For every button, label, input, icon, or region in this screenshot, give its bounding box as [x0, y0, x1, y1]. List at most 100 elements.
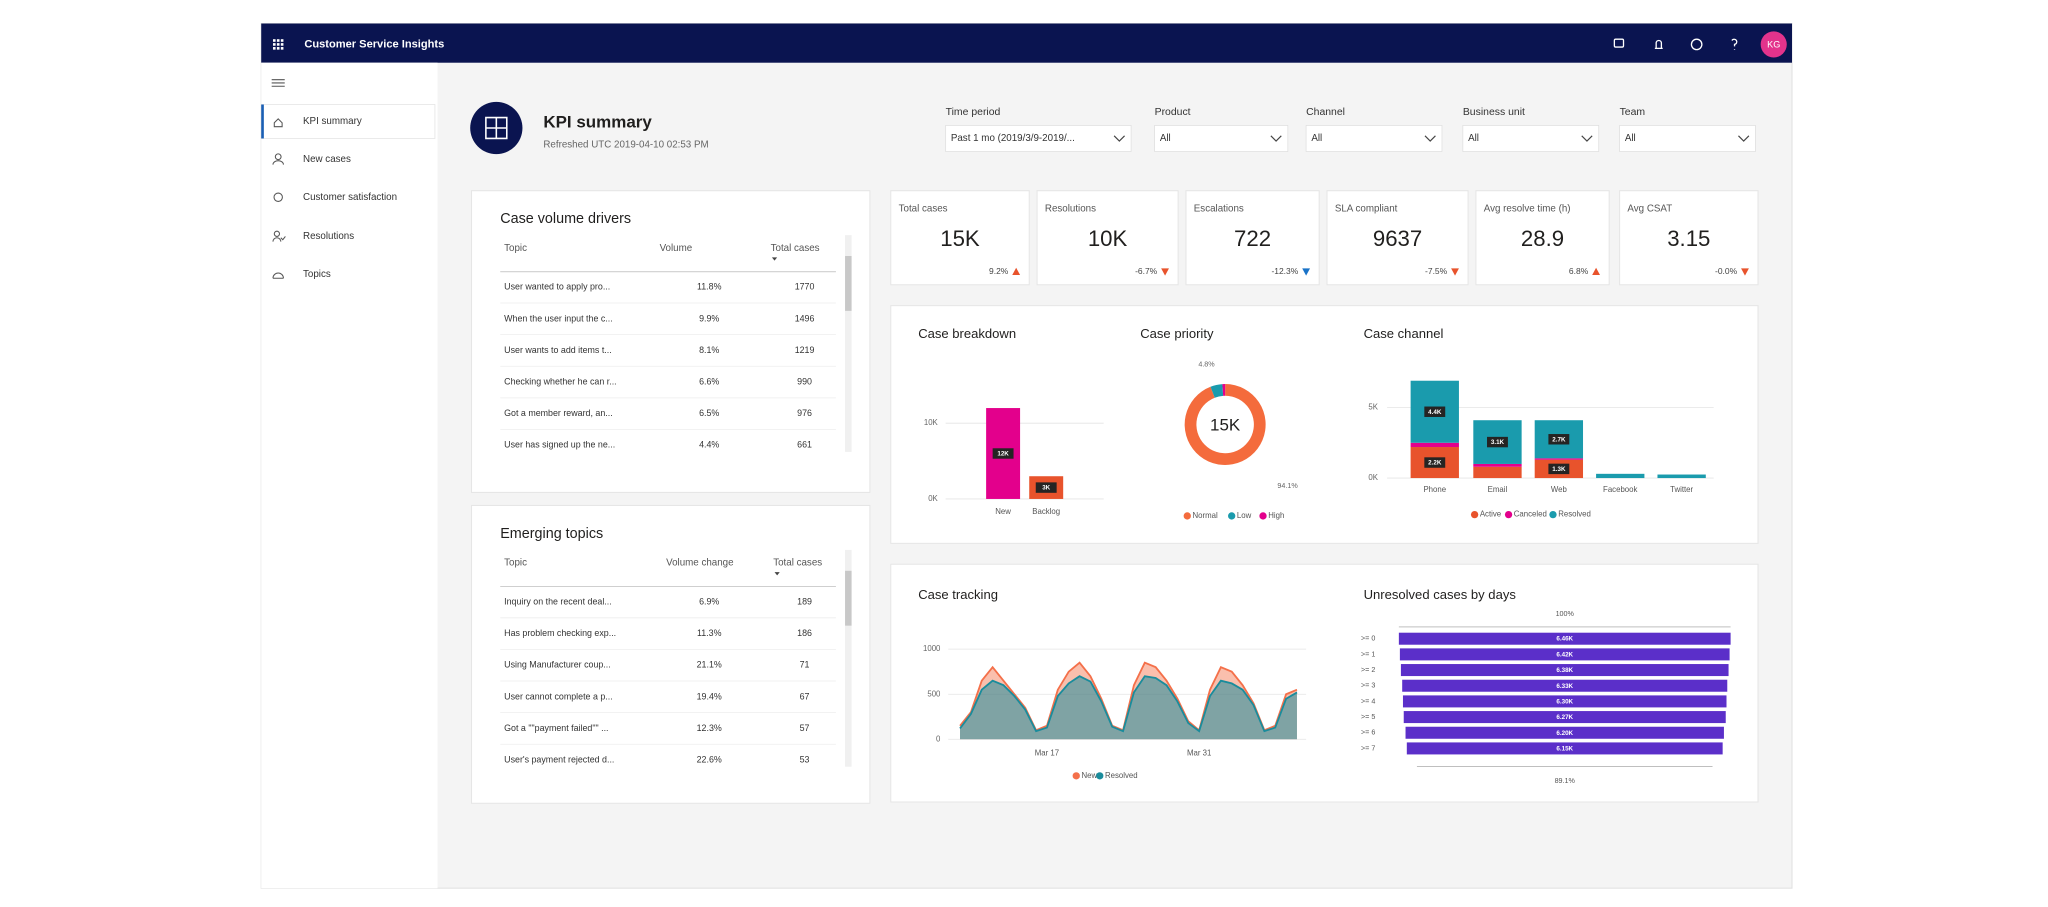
table-cell: 6.9%	[699, 596, 719, 606]
nav-item[interactable]: Resolutions	[303, 231, 354, 242]
kpi-change: -7.5%	[1425, 266, 1448, 276]
y-tick-label: 5K	[1368, 403, 1378, 412]
table-cell: 1219	[795, 345, 815, 355]
chevron[interactable]	[1424, 135, 1436, 142]
chart-title: Case channel	[1364, 326, 1444, 341]
table-cell: 53	[800, 755, 810, 765]
legend-label: High	[1268, 511, 1284, 520]
chevron[interactable]	[1738, 135, 1750, 142]
x-tick-label: Mar 31	[1187, 749, 1211, 758]
legend-swatch	[1470, 510, 1479, 519]
value-label: 6.42K	[1556, 651, 1573, 658]
filter-dropdown[interactable]	[945, 125, 1132, 152]
chevron[interactable]	[1113, 135, 1125, 142]
kpi-label: Escalations	[1194, 204, 1244, 215]
funnel-bar	[1399, 648, 1730, 661]
filter-value[interactable]: All	[1160, 133, 1171, 144]
legend-label: Low	[1237, 511, 1252, 520]
nav-item[interactable]: KPI summary	[303, 116, 362, 127]
filter-dropdown[interactable]	[1154, 125, 1289, 152]
x-tick-label: New	[995, 507, 1011, 516]
value-label: 6.15K	[1556, 745, 1573, 752]
avatar[interactable]	[1760, 31, 1787, 58]
table-cell: 189	[797, 596, 812, 606]
scroll-thumb[interactable]	[845, 256, 852, 311]
trend-arrow	[1302, 268, 1311, 276]
column-header[interactable]: Topic	[504, 243, 527, 254]
waffle-icon[interactable]	[272, 39, 284, 50]
value-label: 2.2K	[1428, 460, 1442, 467]
table-cell: Inquiry on the recent deal...	[504, 596, 612, 606]
nav-item[interactable]: New cases	[303, 154, 351, 165]
filter-value[interactable]: All	[1468, 133, 1479, 144]
column-header[interactable]: Topic	[504, 558, 527, 569]
value-label-bg	[1424, 457, 1446, 468]
filter-value[interactable]: All	[1625, 133, 1636, 144]
nav-item[interactable]: Topics	[303, 269, 331, 280]
help-icon[interactable]	[1731, 38, 1738, 50]
column-header[interactable]: Total cases	[773, 558, 822, 569]
table-cell: User wanted to apply pro...	[504, 282, 610, 292]
legend-swatch	[1228, 512, 1236, 520]
chevron[interactable]	[1581, 135, 1593, 142]
scrollbar[interactable]	[845, 549, 852, 767]
filter-dropdown[interactable]	[1619, 125, 1756, 152]
value-label-bg	[1424, 406, 1446, 417]
table-cell: When the user input the c...	[504, 313, 613, 323]
value-label: 4.4K	[1428, 409, 1442, 416]
value-label-bg	[1035, 482, 1057, 493]
table-cell: 990	[797, 377, 812, 387]
table-cell: 21.1%	[697, 660, 722, 670]
filter-value[interactable]: All	[1311, 133, 1322, 144]
table-cell: Using Manufacturer coup...	[504, 660, 611, 670]
value-label: 6.33K	[1556, 683, 1573, 690]
table-cell: 976	[797, 408, 812, 418]
kpi-tile	[1036, 190, 1179, 286]
top-bar	[261, 23, 1792, 63]
card-title: Emerging topics	[500, 526, 603, 542]
table-cell: 4.4%	[699, 440, 719, 450]
kpi-tile	[890, 190, 1030, 286]
bell-icon[interactable]	[1654, 39, 1663, 49]
table-cell: User has signed up the ne...	[504, 440, 615, 450]
funnel-category: >= 4	[1361, 697, 1375, 705]
table-cell: 57	[800, 723, 810, 733]
funnel-top-label: 100%	[1556, 610, 1575, 618]
chart-title: Case tracking	[918, 587, 998, 602]
settings-icon[interactable]	[1690, 38, 1703, 51]
scrollbar[interactable]	[845, 235, 852, 452]
kpi-label: SLA compliant	[1335, 204, 1398, 215]
sidebar	[261, 62, 438, 889]
funnel-category: >= 1	[1361, 650, 1375, 658]
page-title: KPI summary	[543, 112, 652, 131]
trend-arrow	[1451, 268, 1459, 276]
x-tick-label: Web	[1551, 485, 1568, 494]
column-header[interactable]: Volume	[660, 243, 693, 254]
legend-swatch	[1072, 772, 1080, 780]
column-header[interactable]: Total cases	[771, 243, 820, 254]
filter-value[interactable]: Past 1 mo (2019/3/9-2019/...	[951, 133, 1075, 144]
bar-segment	[1657, 474, 1706, 479]
chat-icon[interactable]	[1613, 38, 1625, 48]
table-cell: 12.3%	[697, 723, 722, 733]
kpi-tile	[1475, 190, 1610, 286]
value-label: 3K	[1042, 485, 1050, 492]
value-label: 6.27K	[1556, 714, 1573, 721]
nav-item[interactable]: Customer satisfaction	[303, 192, 397, 203]
funnel-bar	[1403, 711, 1726, 724]
filter-dropdown[interactable]	[1462, 125, 1600, 152]
legend-swatch	[1183, 512, 1191, 520]
column-header[interactable]: Volume change	[666, 558, 733, 569]
table-cell: 186	[797, 628, 812, 638]
donut-center: 15K	[1210, 415, 1241, 434]
card	[470, 190, 871, 493]
donut-segment	[1222, 384, 1226, 396]
filter-dropdown[interactable]	[1305, 125, 1443, 152]
slice-label: 94.1%	[1277, 482, 1298, 490]
scroll-thumb[interactable]	[845, 570, 852, 626]
kpi-value: 15K	[940, 226, 980, 251]
hamburger[interactable]	[271, 79, 285, 87]
kpi-label: Resolutions	[1045, 204, 1096, 215]
chevron[interactable]	[1270, 135, 1282, 142]
card-title: Case volume drivers	[500, 211, 631, 227]
